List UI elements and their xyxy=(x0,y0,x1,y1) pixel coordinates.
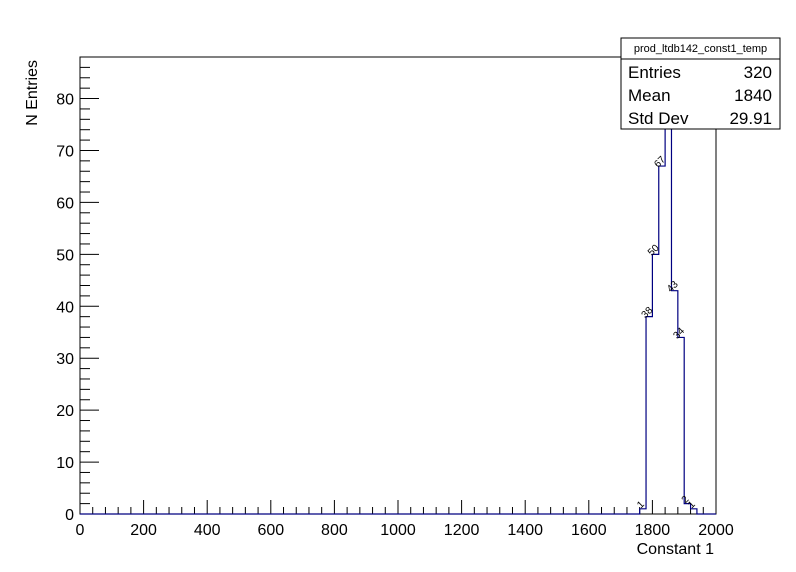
y-tick-label: 20 xyxy=(56,403,74,420)
histogram-outline xyxy=(80,77,716,515)
bin-value-label: 38 xyxy=(640,305,656,321)
x-tick-label: 600 xyxy=(257,522,284,539)
y-tick-label: 80 xyxy=(56,92,74,109)
x-tick-label: 1000 xyxy=(380,522,416,539)
x-tick-label: 800 xyxy=(321,522,348,539)
stats-stddev-label: Std Dev xyxy=(628,109,689,128)
x-tick-label: 1200 xyxy=(444,522,480,539)
y-tick-label: 10 xyxy=(56,455,74,472)
x-tick-label: 1800 xyxy=(635,522,671,539)
x-tick-label: 400 xyxy=(194,522,221,539)
y-tick-label: 70 xyxy=(56,143,74,160)
bin-value-label: 43 xyxy=(665,279,681,295)
y-tick-label: 0 xyxy=(65,507,74,524)
x-tick-label: 1600 xyxy=(571,522,607,539)
stats-box: prod_ltdb142_const1_temp Entries 320 Mea… xyxy=(620,37,781,130)
x-tick-label: 2000 xyxy=(698,522,734,539)
x-tick-label: 0 xyxy=(76,522,85,539)
stats-box-frame xyxy=(620,37,781,130)
y-axis: 0 10 20 30 40 50 60 70 80 xyxy=(56,56,99,524)
x-axis-title: Constant 1 xyxy=(637,541,714,558)
bin-value-label: 67 xyxy=(652,154,668,170)
stats-mean-value: 1840 xyxy=(734,86,772,105)
y-tick-label: 50 xyxy=(56,247,74,264)
stats-mean-label: Mean xyxy=(628,86,671,105)
bin-value-label: 34 xyxy=(671,326,687,342)
y-tick-label: 30 xyxy=(56,351,74,368)
x-tick-label: 1400 xyxy=(507,522,543,539)
x-axis: 0 200 400 600 800 1000 1200 1400 1600 1800 2000 xyxy=(76,500,734,539)
bin-value-label: 50 xyxy=(646,242,662,258)
y-tick-label: 60 xyxy=(56,195,74,212)
y-tick-label: 40 xyxy=(56,299,74,316)
x-tick-label: 200 xyxy=(130,522,157,539)
y-axis-title: N Entries xyxy=(24,60,41,126)
stats-entries-value: 320 xyxy=(744,63,772,82)
stats-stddev-value: 29.91 xyxy=(729,109,772,128)
stats-entries-label: Entries xyxy=(628,63,681,82)
stats-box-title: prod_ltdb142_const1_temp xyxy=(634,43,767,55)
